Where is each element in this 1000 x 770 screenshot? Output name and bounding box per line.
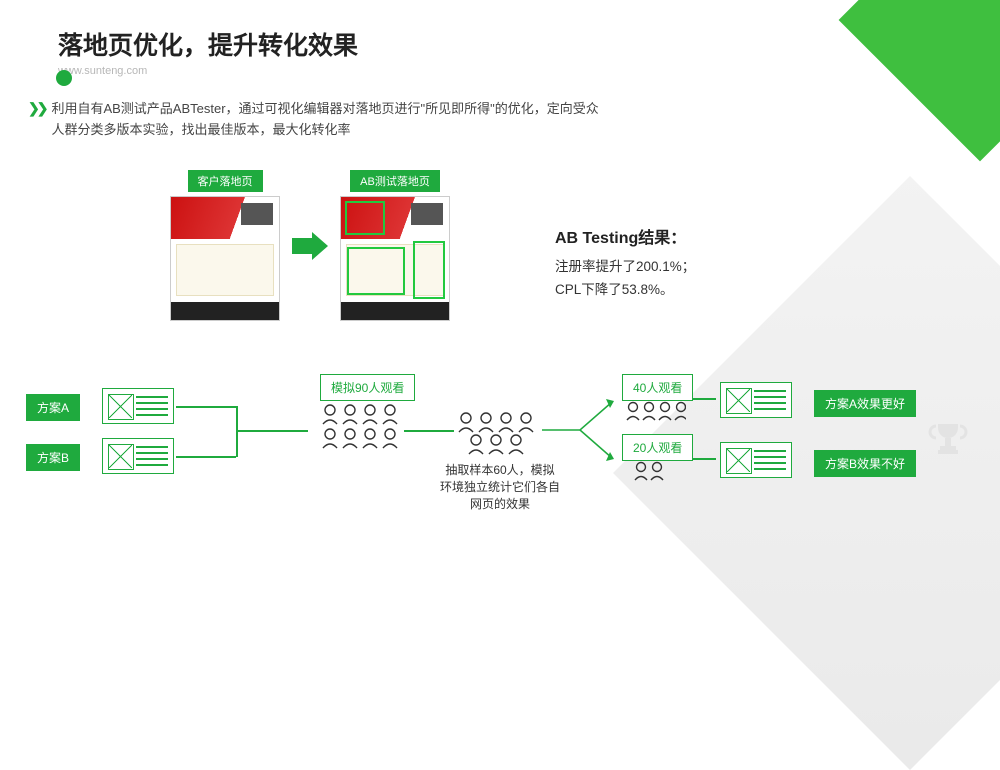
header: 落地页优化，提升转化效果 www.sunteng.com xyxy=(28,26,358,77)
split-arrows xyxy=(540,390,620,470)
tag-plan-a: 方案A xyxy=(26,394,80,421)
tag-plan-b: 方案B xyxy=(26,444,80,471)
thumb-b xyxy=(102,438,174,474)
thumb-a xyxy=(102,388,174,424)
connector xyxy=(692,398,716,400)
result-line-2: CPL下降了53.8%。 xyxy=(555,279,695,302)
people-group-20 xyxy=(632,460,666,484)
intro-block: ❯❯ 利用自有AB测试产品ABTester，通过可视化编辑器对落地页进行"所见即… xyxy=(28,98,611,141)
background-corner xyxy=(839,0,1000,161)
screenshot-compare: 客户落地页 AB测试落地页 xyxy=(170,170,450,321)
connector xyxy=(176,406,236,408)
result-title: AB Testing结果： xyxy=(555,224,695,248)
connector xyxy=(692,458,716,460)
shot-left-wrap: 客户落地页 xyxy=(170,170,280,321)
people-group-90 xyxy=(320,402,402,452)
flow-diagram: 方案A 方案B 模拟90人观看 xyxy=(0,370,1000,550)
site-url: www.sunteng.com xyxy=(58,65,358,77)
thumb-result-a xyxy=(720,382,792,418)
connector xyxy=(176,456,236,458)
shot-right-wrap: AB测试落地页 xyxy=(340,170,450,321)
people-group-40 xyxy=(624,400,686,424)
page-title: 落地页优化，提升转化效果 xyxy=(58,26,358,62)
connector xyxy=(404,430,454,432)
connector xyxy=(236,406,238,457)
intro-text: 利用自有AB测试产品ABTester，通过可视化编辑器对落地页进行"所见即所得"… xyxy=(51,98,611,141)
tag-sim: 模拟90人观看 xyxy=(320,374,415,401)
thumb-result-b xyxy=(720,442,792,478)
result-line-1: 注册率提升了200.1%； xyxy=(555,256,695,279)
chevron-icon: ❯❯ xyxy=(28,100,45,117)
title-bullet xyxy=(56,70,72,86)
shot-right xyxy=(340,196,450,321)
arrow-icon xyxy=(290,230,330,262)
tag-view-b: 20人观看 xyxy=(622,434,693,461)
trophy-icon xyxy=(926,418,970,467)
tag-result-b: 方案B效果不好 xyxy=(814,450,916,477)
shot-left-label: 客户落地页 xyxy=(188,170,263,192)
shot-right-label: AB测试落地页 xyxy=(350,170,440,192)
tag-result-a: 方案A效果更好 xyxy=(814,390,916,417)
shot-left xyxy=(170,196,280,321)
people-group-60 xyxy=(456,410,538,456)
tag-view-a: 40人观看 xyxy=(622,374,693,401)
result-block: AB Testing结果： 注册率提升了200.1%； CPL下降了53.8%。 xyxy=(555,224,695,302)
connector xyxy=(236,430,308,432)
